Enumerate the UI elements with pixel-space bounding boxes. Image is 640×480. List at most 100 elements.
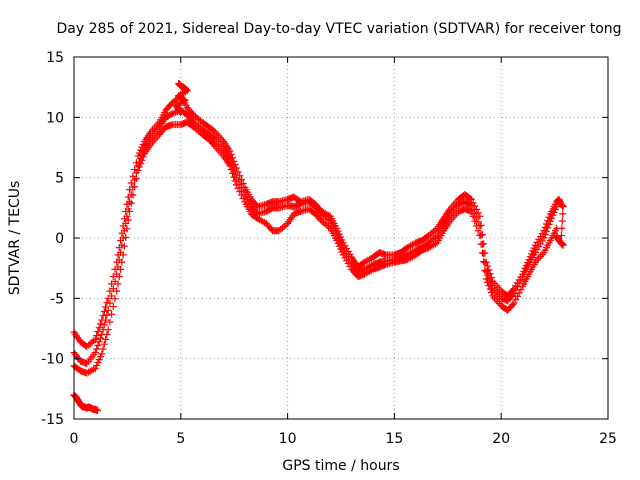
data-point	[126, 207, 134, 215]
y-tick-label: -5	[50, 291, 64, 307]
data-point-interp	[481, 266, 489, 274]
data-point-interp	[236, 188, 244, 196]
chart-title: Day 285 of 2021, Sidereal Day-to-day VTE…	[56, 21, 621, 37]
data-point-interp	[282, 221, 290, 229]
data-point-interp	[93, 331, 101, 339]
data-point-interp	[472, 222, 480, 230]
data-point	[177, 109, 185, 117]
data-point-interp	[509, 286, 517, 294]
data-point-interp	[106, 287, 114, 295]
data-point-interp	[239, 179, 247, 187]
data-point-interp	[477, 240, 485, 248]
x-tick-label: 20	[492, 431, 510, 447]
data-point-interp	[118, 229, 126, 237]
data-point-interp	[431, 233, 439, 241]
data-point	[98, 316, 106, 324]
data-point-interp	[545, 213, 553, 221]
data-point-interp	[93, 345, 101, 353]
data-point-interp	[471, 217, 479, 225]
data-point-interp	[231, 177, 239, 185]
data-point-interp	[114, 280, 122, 288]
data-point-interp	[487, 289, 495, 297]
data-point-interp	[135, 163, 143, 171]
y-axis-label: SDTVAR / TECUs	[7, 181, 23, 296]
data-point-interp	[115, 273, 123, 281]
x-tick-label: 10	[279, 431, 297, 447]
data-point-interp	[100, 307, 108, 315]
data-point-interp	[410, 240, 418, 248]
data-point	[510, 299, 518, 307]
data-point	[482, 275, 490, 283]
data-point-interp	[469, 199, 477, 207]
y-tick-label: -10	[41, 352, 64, 368]
data-point	[119, 251, 127, 259]
y-tick-label: 15	[46, 50, 64, 66]
data-markers	[70, 80, 567, 415]
data-point-interp	[124, 216, 132, 224]
data-point-interp	[486, 285, 494, 293]
data-point-interp	[127, 199, 135, 207]
data-point	[91, 349, 99, 357]
data-point-interp	[109, 273, 117, 281]
y-tick-label: -15	[41, 412, 64, 428]
series-peak-cluster	[173, 80, 191, 117]
data-point-interp	[515, 289, 523, 297]
data-point-interp	[99, 312, 107, 320]
data-point-interp	[117, 236, 125, 244]
data-point-interp	[541, 223, 549, 231]
data-point-interp	[231, 161, 239, 169]
data-point-interp	[478, 249, 486, 257]
data-point-interp	[100, 340, 108, 348]
data-point-interp	[132, 175, 140, 183]
data-point-interp	[431, 240, 439, 248]
data-point-interp	[96, 334, 104, 342]
data-point-interp	[95, 338, 103, 346]
data-point-interp	[103, 331, 111, 339]
data-point-interp	[90, 365, 98, 373]
data-point-interp	[100, 321, 108, 329]
data-point-interp	[96, 320, 104, 328]
series-track-1	[70, 106, 561, 367]
data-point	[91, 335, 99, 343]
data-point-interp	[474, 218, 482, 226]
data-point	[476, 232, 484, 240]
data-point-interp	[123, 200, 131, 208]
data-point-interp	[234, 168, 242, 176]
data-point-interp	[131, 165, 139, 173]
data-point	[126, 186, 134, 194]
data-point	[113, 287, 121, 295]
y-tick-label: 10	[46, 110, 64, 126]
data-point-interp	[239, 194, 247, 202]
data-point-interp	[94, 328, 102, 336]
data-point-interp	[472, 214, 480, 222]
data-point-interp	[124, 193, 132, 201]
data-point	[232, 181, 240, 189]
data-point-interp	[94, 341, 102, 349]
data-point-interp	[127, 179, 135, 187]
data-point-interp	[90, 337, 98, 345]
data-point	[168, 110, 176, 118]
data-point-interp	[234, 184, 242, 192]
data-point-interp	[109, 303, 117, 311]
data-point	[232, 164, 240, 172]
data-point	[226, 162, 234, 170]
data-point-interp	[122, 234, 130, 242]
data-point	[553, 232, 561, 240]
data-point	[467, 207, 475, 215]
data-point-interp	[559, 210, 567, 218]
data-point-interp	[227, 150, 235, 158]
data-point-interp	[485, 282, 493, 290]
data-point-interp	[131, 183, 139, 191]
data-point-interp	[471, 202, 479, 210]
data-point-interp	[517, 286, 525, 294]
data-point-interp	[103, 299, 111, 307]
data-point-interp	[541, 231, 549, 239]
data-point-interp	[325, 223, 333, 231]
x-tick-labels: 0 5 10 15 20 25	[70, 431, 617, 447]
data-point-interp	[325, 211, 333, 219]
data-point-interp	[227, 165, 235, 173]
data-point	[476, 212, 484, 220]
data-point-interp	[111, 295, 119, 303]
x-tick-label: 0	[70, 431, 79, 447]
